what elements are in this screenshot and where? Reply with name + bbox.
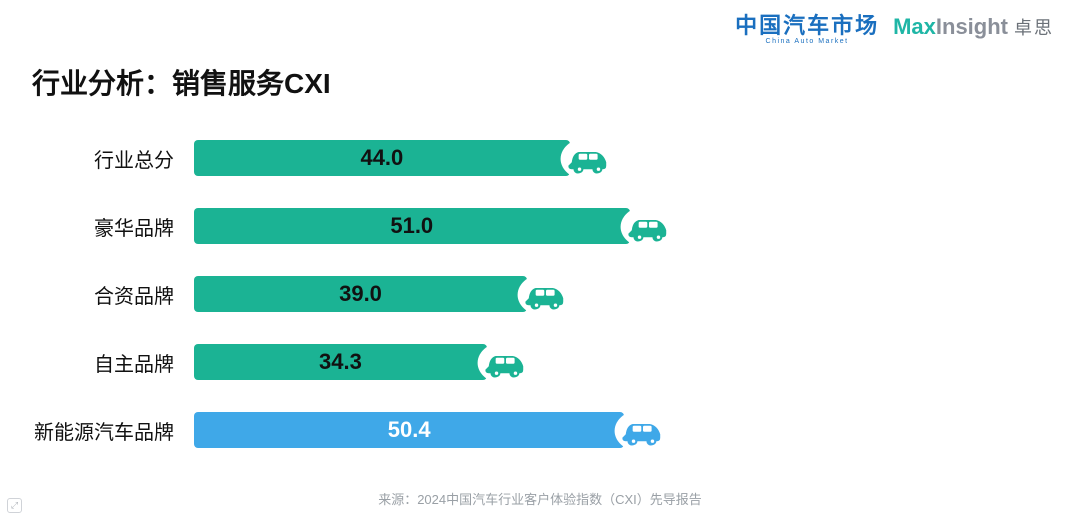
row-value: 44.0 [360, 136, 403, 180]
chart-row: 豪华品牌 51.0 [32, 204, 1048, 248]
car-icon [475, 335, 537, 389]
row-value: 50.4 [388, 408, 431, 452]
row-value: 39.0 [339, 272, 382, 316]
logo-china-auto-market: 中国汽车市场 China Auto Market [735, 8, 879, 45]
row-label: 行业总分 [32, 144, 194, 173]
corner-mark: ⤢ [7, 498, 22, 513]
row-label: 豪华品牌 [32, 212, 194, 241]
car-icon [515, 267, 577, 321]
car-icon [612, 403, 674, 457]
row-value: 34.3 [319, 340, 362, 384]
row-track: 34.3 [194, 340, 1048, 384]
logo-zhuosi: 卓思 [1014, 14, 1054, 40]
chart-row: 合资品牌 39.0 [32, 272, 1048, 316]
header-logos: 中国汽车市场 China Auto Market MaxInsight 卓思 [735, 8, 1054, 45]
logo-maxinsight: MaxInsight [893, 14, 1008, 40]
row-value: 51.0 [390, 204, 433, 248]
chart-row: 新能源汽车品牌 50.4 [32, 408, 1048, 452]
source-footnote: 来源：2024中国汽车行业客户体验指数（CXI）先导报告 [0, 489, 1080, 508]
row-label: 自主品牌 [32, 348, 194, 377]
slide: 中国汽车市场 China Auto Market MaxInsight 卓思 行… [0, 0, 1080, 520]
row-track: 44.0 [194, 136, 1048, 180]
row-label: 合资品牌 [32, 280, 194, 309]
logo-cn-text: 中国汽车市场 [735, 8, 879, 40]
chart-row: 行业总分 44.0 [32, 136, 1048, 180]
car-icon [618, 199, 680, 253]
row-track: 51.0 [194, 204, 1048, 248]
row-label: 新能源汽车品牌 [32, 416, 194, 445]
chart-row: 自主品牌 34.3 [32, 340, 1048, 384]
cxi-bar-chart: 行业总分 44.0 豪华品牌 51.0 合资品牌 39.0 自主品牌 34.3 新能源汽… [32, 136, 1048, 476]
row-track: 50.4 [194, 408, 1048, 452]
row-track: 39.0 [194, 272, 1048, 316]
page-title: 行业分析：销售服务CXI [32, 62, 331, 102]
car-icon [558, 131, 620, 185]
